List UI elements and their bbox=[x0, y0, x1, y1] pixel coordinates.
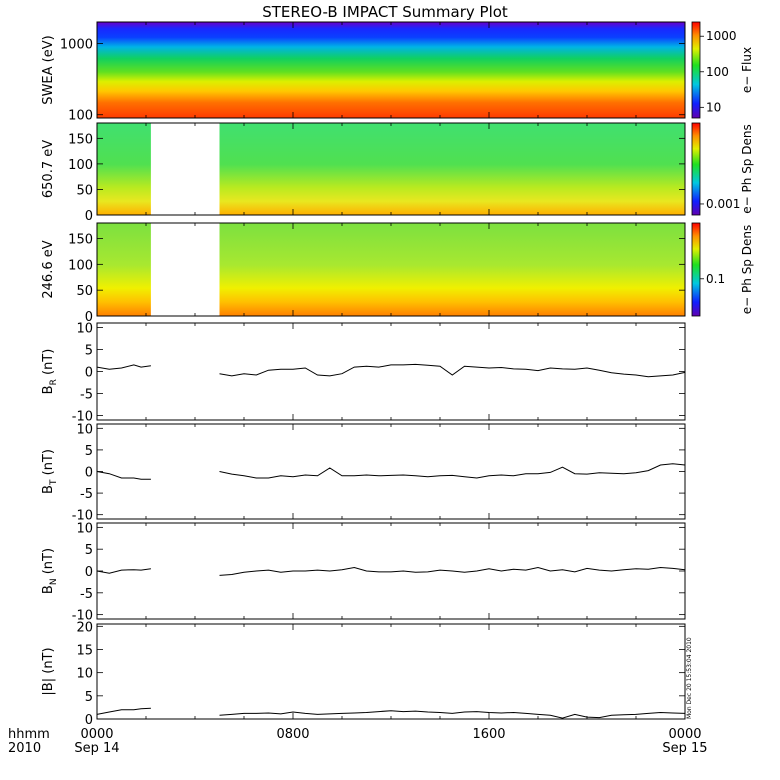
y-axis-label: 650.7 eV bbox=[41, 140, 56, 198]
colorbar: 0.001 e− Ph Sp Dens bbox=[691, 122, 754, 216]
colorbar-label: e− Flux bbox=[740, 47, 754, 93]
y-tick-label: 0 bbox=[85, 209, 93, 224]
y-tick-label: 10 bbox=[76, 321, 93, 336]
date-label: Sep 14 bbox=[74, 741, 119, 756]
y-tick-label: 10 bbox=[76, 667, 93, 682]
colorbar-tick-label: 10 bbox=[706, 100, 721, 114]
y-tick-label: 100 bbox=[68, 158, 93, 173]
y-tick-label: 100 bbox=[68, 109, 93, 124]
y-tick-label: 10 bbox=[76, 422, 93, 437]
y-tick-label: 50 bbox=[76, 284, 93, 299]
data-gap bbox=[150, 123, 220, 215]
panel-2: 0.001 e− Ph Sp Dens 0 50 100 150 650.7 eV bbox=[41, 122, 754, 224]
series-line-a bbox=[96, 471, 151, 480]
panel-frame bbox=[96, 623, 686, 720]
time-tick-label: 1600 bbox=[472, 727, 505, 742]
y-axis-label: 246.6 eV bbox=[41, 240, 56, 298]
y-tick-label: 0 bbox=[85, 366, 93, 381]
panel-7: 20 15 10 5 0 |B| (nT) bbox=[41, 620, 686, 728]
panel-6: 10 5 0 -5 -10 BN (nT) bbox=[41, 521, 686, 624]
data-gap bbox=[150, 223, 220, 316]
y-tick-label: -10 bbox=[72, 609, 93, 624]
panel-frame bbox=[96, 522, 686, 620]
plot-title: STEREO-B IMPACT Summary Plot bbox=[262, 3, 508, 21]
spectrogram-fill bbox=[97, 22, 685, 118]
y-axis-label: |B| (nT) bbox=[41, 647, 56, 695]
y-tick-label: -5 bbox=[80, 388, 93, 403]
colorbar: 0.1 e− Ph Sp Dens bbox=[691, 222, 754, 317]
time-tick-label: 0000 bbox=[668, 727, 701, 742]
series-line-a bbox=[96, 707, 151, 715]
y-tick-label: 15 bbox=[76, 643, 93, 658]
panel-3: 0.1 e− Ph Sp Dens 0 50 100 150 246.6 eV bbox=[41, 222, 754, 325]
panel-4: 10 5 0 -5 -10 BR (nT) bbox=[41, 321, 686, 425]
y-tick-label: 20 bbox=[76, 620, 93, 635]
series-line-b bbox=[219, 710, 686, 719]
colorbar: 1000 100 10 e− Flux bbox=[691, 21, 754, 119]
y-tick-label: -10 bbox=[72, 509, 93, 524]
colorbar-tick-label: 1000 bbox=[706, 29, 737, 43]
date-label: Sep 15 bbox=[662, 741, 707, 756]
y-tick-label: 50 bbox=[76, 183, 93, 198]
y-tick-label: 100 bbox=[68, 258, 93, 273]
colorbar-scale bbox=[691, 21, 701, 119]
colorbar-label: e− Ph Sp Dens bbox=[740, 225, 754, 314]
y-tick-label: 0 bbox=[85, 565, 93, 580]
colorbar-tick-label: 0.001 bbox=[706, 197, 740, 211]
colorbar-tick-label: 100 bbox=[706, 65, 729, 79]
y-tick-label: 150 bbox=[68, 233, 93, 248]
panel-5: 10 5 0 -5 -10 BT (nT) bbox=[41, 422, 686, 524]
y-tick-label: -10 bbox=[72, 410, 93, 425]
series-line-a bbox=[96, 568, 151, 574]
y-tick-label: 150 bbox=[68, 132, 93, 147]
y-tick-label: -5 bbox=[80, 587, 93, 602]
y-axis-label: SWEA (eV) bbox=[41, 35, 56, 104]
y-tick-label: 5 bbox=[85, 343, 93, 358]
series-line-b bbox=[219, 363, 686, 378]
y-axis-label: BN (nT) bbox=[41, 548, 59, 594]
series-line-a bbox=[96, 364, 151, 370]
panel-frame bbox=[96, 322, 686, 421]
time-tick-label: 0800 bbox=[276, 727, 309, 742]
colorbar-scale bbox=[691, 222, 701, 317]
y-tick-label: -5 bbox=[80, 487, 93, 502]
y-tick-label: 10 bbox=[76, 521, 93, 536]
series-line-b bbox=[219, 463, 686, 479]
y-tick-label: 1000 bbox=[60, 37, 93, 52]
y-tick-label: 0 bbox=[85, 466, 93, 481]
y-axis-label: BR (nT) bbox=[41, 349, 59, 395]
y-tick-label: 0 bbox=[85, 713, 93, 728]
panel-frame bbox=[96, 423, 686, 520]
y-tick-label: 5 bbox=[85, 543, 93, 558]
y-tick-label: 0 bbox=[85, 310, 93, 325]
y-axis-label: BT (nT) bbox=[41, 449, 59, 494]
y-tick-label: 5 bbox=[85, 444, 93, 459]
colorbar-tick-label: 0.1 bbox=[706, 272, 725, 286]
time-tick-label: 0000 bbox=[80, 727, 113, 742]
colorbar-label: e− Ph Sp Dens bbox=[740, 124, 754, 213]
time-axis-units: hhmm bbox=[8, 727, 50, 742]
time-axis-year: 2010 bbox=[8, 741, 41, 756]
y-tick-label: 5 bbox=[85, 690, 93, 705]
series-line-b bbox=[219, 566, 686, 576]
timestamp-label: Mon Dec 20 15:53:04 2010 bbox=[686, 637, 693, 719]
colorbar-scale bbox=[691, 122, 701, 216]
